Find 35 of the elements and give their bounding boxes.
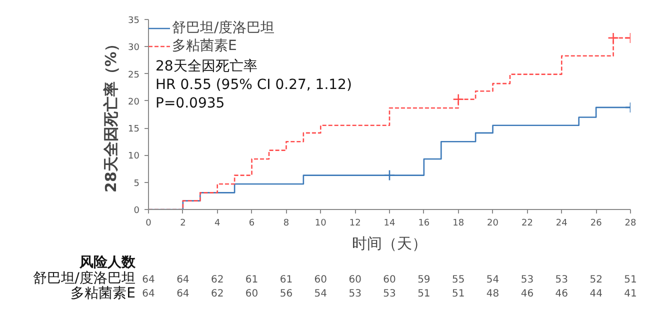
x-tick-label: 4 [214, 218, 220, 228]
x-tick-label: 20 [487, 218, 499, 228]
y-tick-label: 30 [128, 43, 140, 54]
x-tick-label: 12 [349, 218, 361, 228]
x-tick-label: 10 [314, 218, 327, 228]
x-tick-label: 28 [624, 218, 636, 228]
legend-label: 舒巴坦/度洛巴坦 [172, 19, 275, 37]
x-tick-label: 16 [418, 218, 430, 228]
y-tick-label: 5 [134, 178, 140, 189]
x-tick-label: 26 [590, 218, 602, 228]
y-tick-label: 25 [128, 70, 140, 80]
text: 64 64 62 61 61 60 60 60 59 55 54 53 53 52 51 [142, 274, 637, 286]
x-tick-label: 2 [180, 218, 186, 228]
x-tick-label: 6 [248, 218, 255, 228]
y-tick-label: 15 [128, 124, 140, 135]
x-axis-title: 时间（天） [352, 234, 427, 252]
x-tick-label: 18 [452, 218, 464, 228]
annotation: HR 0.55 (95% CI 0.27, 1.12) [156, 77, 352, 93]
x-tick-label: 22 [521, 218, 533, 228]
legend-label: 多粘菌素E [172, 37, 237, 55]
y-axis-title: 28天全因死亡率（%） [102, 36, 120, 192]
x-tick-label: 8 [283, 218, 290, 228]
point [452, 94, 464, 105]
y-tick-label: 10 [128, 152, 140, 162]
text: 舒巴坦/度洛巴坦 [32, 270, 136, 286]
text: 多粘菌素E [70, 286, 136, 302]
x-tick-label: 24 [556, 218, 568, 228]
y-tick-label: 35 [128, 16, 140, 26]
y-tick-label: 20 [128, 97, 140, 108]
x-tick-label: 0 [146, 218, 152, 228]
x-tick-label: 14 [384, 218, 396, 228]
y-tick-label: 0 [134, 206, 140, 216]
annotation: 28天全因死亡率 [156, 58, 258, 74]
annotation: P=0.0935 [156, 96, 225, 112]
text: 64 64 62 60 56 54 53 53 51 51 48 46 46 44 41 [142, 288, 637, 300]
